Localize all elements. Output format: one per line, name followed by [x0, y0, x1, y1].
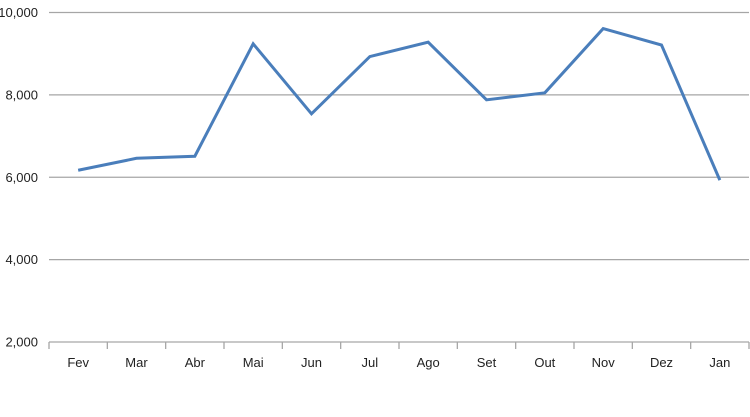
y-tick-label: 6,000 [5, 170, 38, 185]
x-tick-label: Nov [592, 355, 616, 370]
x-tick-label: Ago [417, 355, 440, 370]
x-axis: Fev Mar Abr Mai Jun Jul Ago Set Out Nov Dez Jan [49, 342, 749, 370]
x-tick-label: Dez [650, 355, 673, 370]
y-axis-ticks: 2,000 4,000 6,000 8,000 10,000 [0, 5, 38, 350]
y-tick-label: 4,000 [5, 252, 38, 267]
y-tick-label: 2,000 [5, 335, 38, 350]
x-tick-label: Abr [185, 355, 206, 370]
x-tick-label: Out [534, 355, 555, 370]
x-tick-label: Jul [362, 355, 379, 370]
series-line [78, 29, 720, 181]
gridlines [49, 13, 749, 343]
x-tick-label: Jan [709, 355, 730, 370]
y-tick-label: 10,000 [0, 5, 38, 20]
x-tick-label: Mar [125, 355, 148, 370]
series-group [78, 28, 720, 180]
x-tick-label: Fev [67, 355, 89, 370]
x-tick-label: Jun [301, 355, 322, 370]
y-tick-label: 8,000 [5, 87, 38, 102]
x-tick-label: Set [477, 355, 497, 370]
x-tick-label: Mai [243, 355, 264, 370]
